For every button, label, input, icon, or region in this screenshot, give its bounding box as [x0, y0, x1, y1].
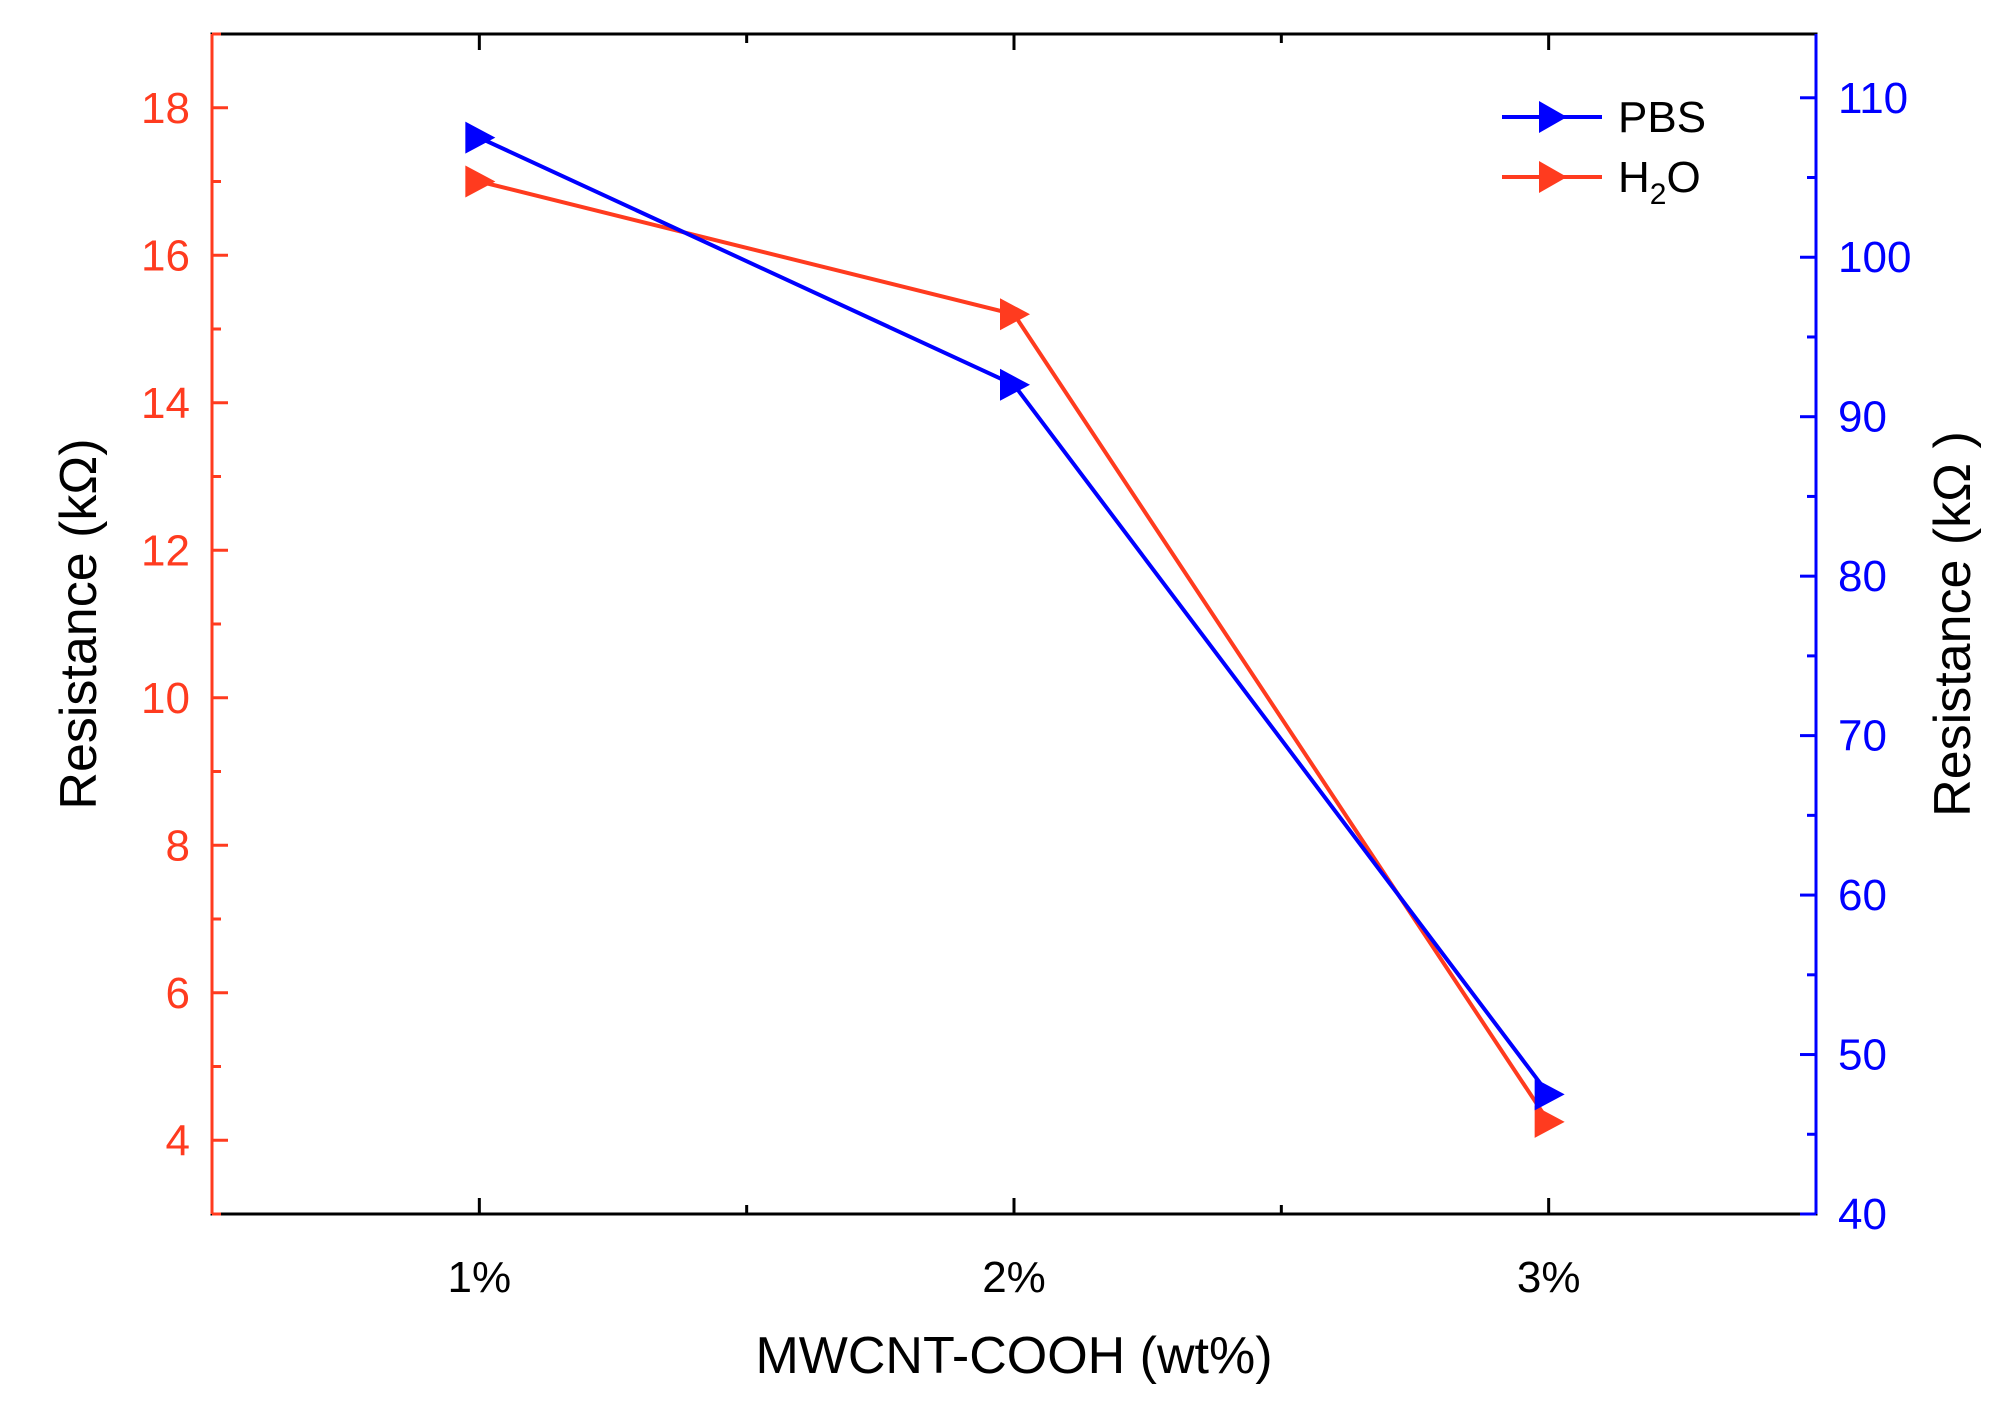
data-point-pbs — [1000, 368, 1030, 401]
legend: PBS H2O — [1502, 93, 1706, 211]
left-tick-label: 12 — [141, 526, 190, 575]
legend-item-pbs: PBS — [1502, 93, 1706, 142]
left-tick-label: 16 — [141, 231, 190, 280]
right-tick-label: 100 — [1838, 233, 1911, 282]
x-tick-label: 3% — [1517, 1253, 1581, 1302]
left-tick-label: 18 — [141, 84, 190, 133]
data-point-pbs — [1534, 1078, 1565, 1111]
right-y-axis-title: Resistance (kΩ ) — [1924, 431, 1982, 817]
right-tick-label: 90 — [1838, 393, 1887, 442]
data-point-h2o — [1000, 298, 1030, 331]
left-tick-label: 4 — [166, 1116, 190, 1165]
right-tick-label: 50 — [1838, 1031, 1887, 1080]
plot-frame — [210, 32, 1818, 1216]
right-tick-label: 110 — [1838, 74, 1908, 123]
legend-label-h2o-tail: O — [1666, 153, 1700, 202]
legend-label-h2o: H2O — [1618, 153, 1701, 211]
legend-label-h2o-sub: 2 — [1650, 178, 1667, 211]
left-y-axis: 4 6 8 10 12 14 16 18 — [141, 32, 228, 1216]
x-tick-label: 1% — [448, 1253, 512, 1302]
right-tick-label: 40 — [1838, 1190, 1887, 1239]
data-point-pbs — [465, 121, 496, 154]
right-tick-label: 60 — [1838, 871, 1887, 920]
series-layer — [465, 121, 1565, 1138]
series-line-pbs — [478, 135, 1551, 1096]
left-tick-label: 8 — [166, 821, 190, 870]
x-axis: 1% 2% 3% — [448, 34, 1581, 1302]
left-tick-label: 10 — [141, 674, 190, 723]
legend-label-h2o-main: H — [1618, 153, 1650, 202]
right-tick-label: 70 — [1838, 712, 1887, 761]
legend-label-pbs: PBS — [1618, 93, 1706, 142]
x-axis-title: MWCNT-COOH (wt%) — [755, 1327, 1272, 1385]
left-tick-label: 6 — [166, 969, 190, 1018]
right-tick-label: 80 — [1838, 552, 1887, 601]
left-y-axis-title: Resistance (kΩ) — [50, 438, 108, 809]
data-point-h2o — [1534, 1105, 1565, 1138]
data-point-h2o — [465, 165, 496, 198]
legend-marker-h2o — [1539, 161, 1567, 193]
legend-item-h2o: H2O — [1502, 153, 1701, 211]
x-tick-label: 2% — [982, 1253, 1046, 1302]
right-y-axis: 40 50 60 70 80 90 100 110 — [1800, 34, 1911, 1239]
legend-marker-pbs — [1539, 101, 1567, 133]
left-tick-label: 14 — [141, 379, 190, 428]
